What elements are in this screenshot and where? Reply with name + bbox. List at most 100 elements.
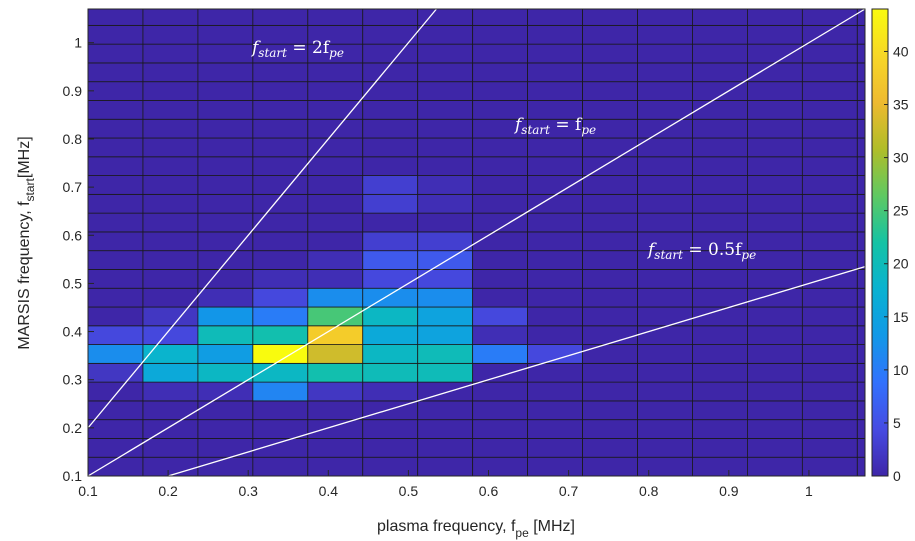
heatmap-cell	[417, 137, 474, 158]
heatmap-cell	[472, 344, 529, 364]
heatmap-cell	[747, 306, 803, 327]
heatmap-cell	[747, 362, 803, 383]
heatmap-cell	[417, 100, 474, 120]
heatmap-cell	[692, 362, 748, 383]
heatmap-cell	[87, 156, 144, 176]
heatmap-cell	[472, 456, 529, 477]
y-axis-label: MARSIS frequency, fstart[MHz]	[16, 136, 37, 349]
heatmap-cell	[307, 419, 364, 439]
heatmap-cell	[472, 137, 529, 158]
heatmap-cell	[307, 250, 364, 270]
heatmap-cell	[582, 362, 638, 383]
heatmap-cell	[307, 62, 364, 83]
heatmap-cell	[252, 381, 309, 402]
x-axis-label: plasma frequency, fpe [MHz]	[377, 518, 575, 540]
heatmap-cell	[747, 325, 803, 345]
heatmap-cell	[582, 381, 638, 402]
heatmap-cell	[252, 269, 309, 289]
heatmap-cell	[692, 400, 748, 421]
heatmap-cell	[637, 193, 693, 214]
heatmap-cell	[142, 43, 199, 64]
heatmap-cell	[197, 8, 254, 26]
y-tick-label: 0.3	[63, 372, 83, 388]
heatmap-cell	[362, 344, 419, 364]
heatmap-cell	[472, 193, 529, 214]
heatmap-cell	[142, 231, 199, 252]
heatmap-cell	[87, 118, 144, 139]
heatmap-cell	[582, 287, 638, 308]
heatmap-cell	[197, 325, 254, 345]
heatmap-cell	[692, 269, 748, 289]
heatmap-cell	[527, 212, 583, 233]
heatmap-cell	[197, 212, 254, 233]
heatmap-cell	[307, 193, 364, 214]
heatmap-cell	[197, 400, 254, 421]
heatmap-cell	[856, 381, 866, 402]
y-tick-label: 0.6	[63, 227, 83, 243]
heatmap-cell	[417, 193, 474, 214]
heatmap-cell	[87, 400, 144, 421]
heatmap-cell	[362, 306, 419, 327]
heatmap-cell	[252, 287, 309, 308]
heatmap-cell	[142, 118, 199, 139]
heatmap-cell	[527, 306, 583, 327]
heatmap-cell	[527, 456, 583, 477]
heatmap-cell	[692, 212, 748, 233]
heatmap-cell	[637, 62, 693, 83]
heatmap-cell	[472, 24, 529, 45]
y-tick-label: 0.1	[63, 468, 83, 484]
heatmap-cell	[307, 287, 364, 308]
heatmap-cell	[856, 231, 866, 252]
heatmap-cell	[362, 62, 419, 83]
heatmap-cell	[197, 287, 254, 308]
heatmap-cell	[692, 325, 748, 345]
heatmap-cell	[362, 175, 419, 195]
heatmap-cell	[87, 419, 144, 439]
heatmap-cell	[307, 100, 364, 120]
heatmap-cell	[747, 456, 803, 477]
heatmap-cell	[197, 118, 254, 139]
heatmap-cell	[856, 344, 866, 364]
x-tick-label: 0.6	[479, 483, 499, 499]
heatmap-cell	[417, 212, 474, 233]
heatmap-cell	[87, 81, 144, 101]
heatmap-cell	[472, 156, 529, 176]
heatmap-cell	[417, 175, 474, 195]
heatmap-cell	[472, 231, 529, 252]
heatmap-cell	[252, 137, 309, 158]
y-axis-ticks: 0.1 0.2 0.3 0.4 0.5 0.6 0.7 0.8 0.9 1	[63, 35, 94, 484]
colorbar-tick-label: 20	[893, 256, 909, 272]
heatmap-cell	[307, 456, 364, 477]
heatmap-cell	[472, 362, 529, 383]
heatmap-cell	[856, 325, 866, 345]
heatmap-cell	[362, 231, 419, 252]
y-tick-label: 0.5	[63, 275, 83, 291]
heatmap-cell	[307, 212, 364, 233]
heatmap-cell	[252, 8, 309, 26]
heatmap-cell	[747, 287, 803, 308]
x-tick-label: 0.1	[78, 483, 98, 499]
heatmap-cell	[142, 137, 199, 158]
heatmap-cell	[307, 118, 364, 139]
heatmap-cell	[582, 438, 638, 458]
heatmap-cell	[637, 306, 693, 327]
heatmap-cell	[252, 118, 309, 139]
heatmap-cell	[142, 156, 199, 176]
heatmap-cell	[417, 325, 474, 345]
heatmap-cell	[692, 100, 748, 120]
heatmap-cell	[252, 362, 309, 383]
heatmap-cell	[747, 438, 803, 458]
heatmap-cell	[527, 231, 583, 252]
heatmap-cell	[527, 269, 583, 289]
heatmap-cell	[142, 81, 199, 101]
heatmap-cell	[856, 362, 866, 383]
heatmap-cell	[87, 43, 144, 64]
heatmap-cell	[472, 269, 529, 289]
heatmap-cell	[801, 438, 858, 458]
heatmap-cell	[87, 287, 144, 308]
heatmap-cell	[747, 81, 803, 101]
heatmap-cell	[87, 137, 144, 158]
heatmap-cell	[856, 137, 866, 158]
heatmap-cell	[692, 8, 748, 26]
heatmap-cell	[252, 325, 309, 345]
